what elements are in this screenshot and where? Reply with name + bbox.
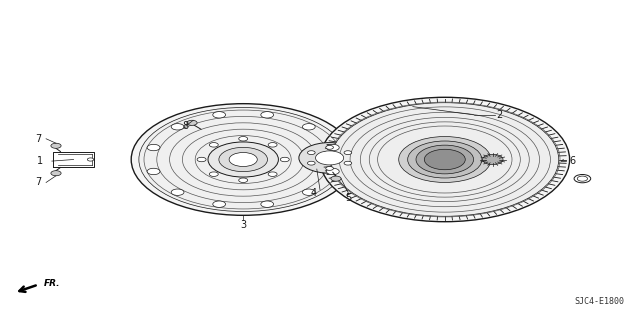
Circle shape xyxy=(344,161,352,165)
Circle shape xyxy=(326,144,339,151)
Circle shape xyxy=(268,172,277,176)
Circle shape xyxy=(51,143,61,148)
Text: SJC4-E1800: SJC4-E1800 xyxy=(574,297,624,306)
Circle shape xyxy=(326,167,333,170)
Circle shape xyxy=(326,145,333,149)
Circle shape xyxy=(280,157,289,162)
Circle shape xyxy=(209,172,218,176)
Circle shape xyxy=(331,176,341,181)
Circle shape xyxy=(87,158,94,161)
Circle shape xyxy=(212,201,225,207)
Circle shape xyxy=(326,168,339,175)
Circle shape xyxy=(229,152,257,167)
Circle shape xyxy=(303,123,316,130)
Circle shape xyxy=(171,123,184,130)
Circle shape xyxy=(399,137,491,182)
Text: 3: 3 xyxy=(240,220,246,230)
Text: 7: 7 xyxy=(35,177,42,188)
Text: 5: 5 xyxy=(346,193,352,203)
Circle shape xyxy=(307,161,315,165)
Circle shape xyxy=(261,112,274,118)
Circle shape xyxy=(268,143,277,147)
Circle shape xyxy=(219,147,268,172)
Circle shape xyxy=(316,151,344,165)
Circle shape xyxy=(212,112,225,118)
Circle shape xyxy=(51,171,61,176)
Circle shape xyxy=(197,157,206,162)
Circle shape xyxy=(344,151,352,155)
Circle shape xyxy=(147,144,160,151)
Circle shape xyxy=(261,201,274,207)
Text: FR.: FR. xyxy=(44,279,60,288)
Circle shape xyxy=(209,143,218,147)
Circle shape xyxy=(424,149,465,170)
Circle shape xyxy=(299,143,360,173)
Text: 2: 2 xyxy=(496,110,502,120)
Circle shape xyxy=(416,145,474,174)
Circle shape xyxy=(139,108,348,211)
Circle shape xyxy=(408,141,482,178)
Text: 1: 1 xyxy=(37,156,44,166)
Text: 6: 6 xyxy=(570,156,576,166)
Circle shape xyxy=(307,151,315,155)
Text: 4: 4 xyxy=(310,188,317,198)
Text: 8: 8 xyxy=(182,121,189,131)
Text: 7: 7 xyxy=(35,134,42,144)
Circle shape xyxy=(131,104,355,215)
Circle shape xyxy=(239,178,248,182)
Circle shape xyxy=(320,97,570,222)
Circle shape xyxy=(187,120,197,125)
Circle shape xyxy=(331,103,559,216)
Circle shape xyxy=(483,154,503,165)
Circle shape xyxy=(303,189,316,196)
Circle shape xyxy=(239,137,248,141)
Circle shape xyxy=(147,168,160,175)
Circle shape xyxy=(171,189,184,196)
Circle shape xyxy=(208,142,278,177)
